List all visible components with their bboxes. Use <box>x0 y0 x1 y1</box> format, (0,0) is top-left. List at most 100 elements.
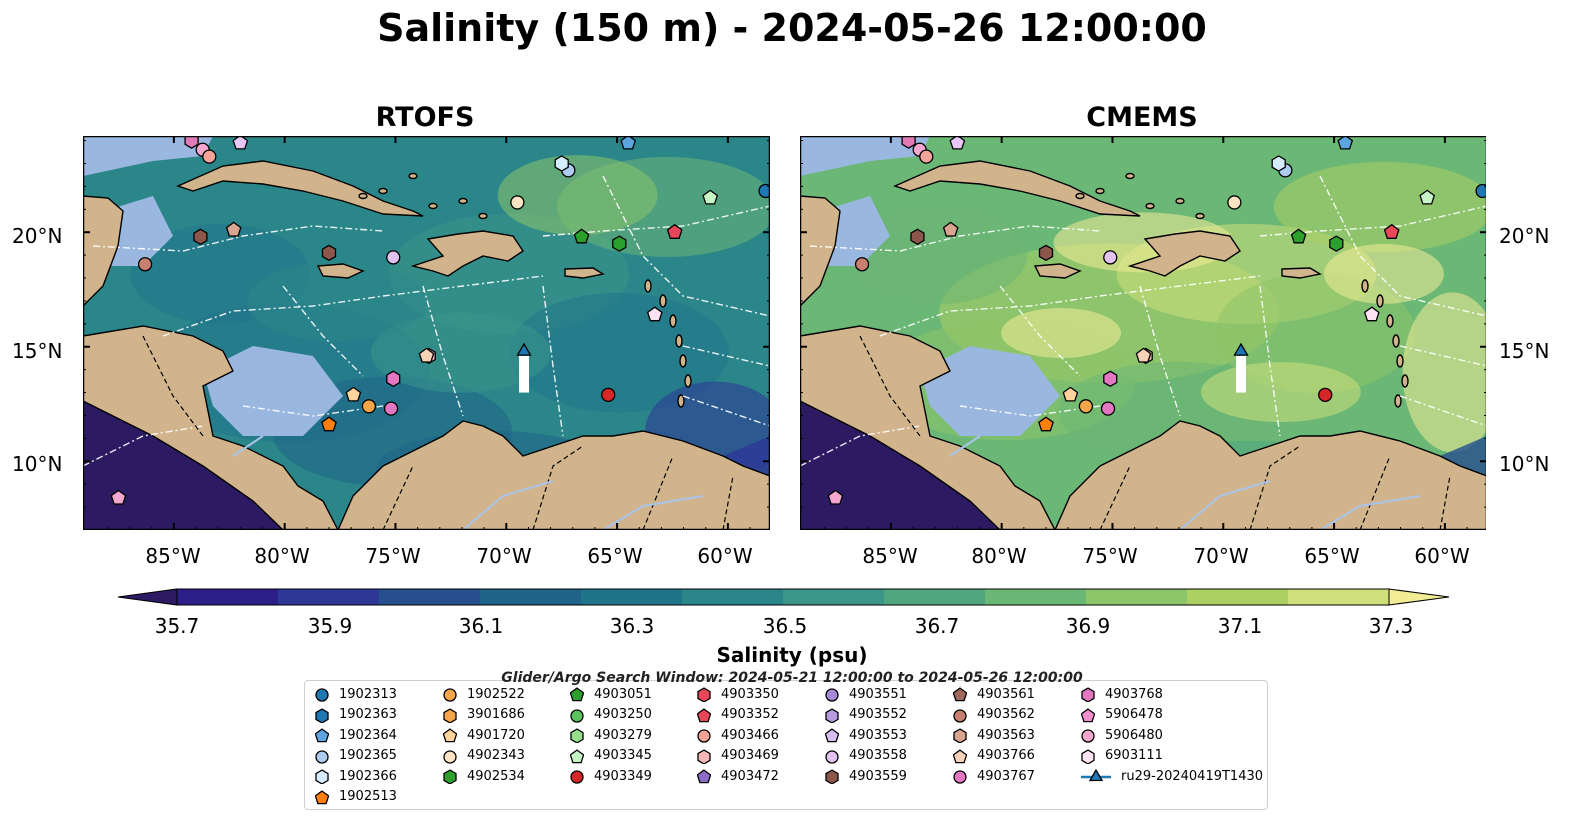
float-marker-4903767 <box>383 401 399 416</box>
legend-item-4903559: 4903559 <box>825 767 907 785</box>
colorbar-tick: 36.1 <box>458 614 504 638</box>
float-marker-4903559 <box>321 244 337 262</box>
country-border <box>142 335 204 437</box>
ytick-right-15n: 15°N <box>1499 339 1550 363</box>
eez-boundary <box>1259 285 1281 437</box>
xtick-left-80w: 80°W <box>254 544 310 568</box>
colorbar-segment <box>682 589 784 605</box>
field-patch <box>1001 308 1122 358</box>
legend-item-4902343: 4902343 <box>443 747 525 765</box>
float-marker-1902366 <box>1271 155 1286 172</box>
antilles-island <box>1376 294 1384 308</box>
country-border <box>1099 465 1131 530</box>
colorbar-segment <box>480 589 582 605</box>
legend-item-4903349: 4903349 <box>570 767 652 785</box>
legend-symbol <box>697 707 711 722</box>
legend-marker-1902365 <box>315 749 329 764</box>
bahamas-island <box>408 172 418 180</box>
legend-label: 4903349 <box>594 768 652 784</box>
legend-symbol <box>825 728 839 743</box>
field-patch <box>370 312 551 393</box>
legend-item-4903352: 4903352 <box>697 706 779 724</box>
legend-label: 4903563 <box>977 727 1035 743</box>
yucatan-land <box>800 195 841 307</box>
legend-symbol <box>570 748 584 763</box>
legend-symbol <box>953 748 967 763</box>
legend-item-1902313: 1902313 <box>315 685 397 703</box>
float-marker-4903767 <box>1100 401 1116 416</box>
float-marker-1902313 <box>1475 183 1486 199</box>
legend-label: 1902522 <box>467 686 525 702</box>
legend-label: 4903552 <box>849 707 907 722</box>
eez-boundary <box>83 425 204 467</box>
legend-item-4903469: 4903469 <box>697 747 779 765</box>
bahamas-island <box>1195 212 1205 220</box>
legend-marker-4903551 <box>825 688 839 702</box>
country-border <box>859 335 921 437</box>
field-patch <box>847 204 1028 305</box>
hispaniola-land <box>410 230 524 277</box>
float-marker-4903768 <box>386 370 401 388</box>
legend-item-4902534: 4902534 <box>443 767 525 785</box>
legend-item-4903552: 4903552 <box>825 706 907 724</box>
legend-label: 4903345 <box>594 748 652 763</box>
nicaragua-shelf <box>203 346 343 436</box>
legend-label: 4902534 <box>467 768 525 784</box>
legend-label: 4903768 <box>1105 686 1163 702</box>
ytick-right-10n: 10°N <box>1499 452 1550 476</box>
legend-marker-4903250 <box>570 708 584 723</box>
float-marker-4903562 <box>854 257 870 272</box>
float-marker-4903563 <box>225 221 242 237</box>
legend-marker-1902313 <box>315 688 329 702</box>
legend-marker-4903352 <box>697 707 711 722</box>
legend-label: 3901686 <box>467 707 525 722</box>
river <box>949 435 981 457</box>
legend-label: 4903250 <box>594 707 652 722</box>
legend-marker-3901686 <box>443 707 457 723</box>
legend-marker-4901720 <box>443 728 457 743</box>
legend-label: 6903111 <box>1105 748 1163 763</box>
river <box>1179 480 1271 530</box>
country-border <box>382 465 414 530</box>
legend-symbol <box>697 769 711 784</box>
eez-boundary <box>809 225 1101 252</box>
colorbar-segment <box>985 589 1087 605</box>
legend-symbol <box>570 728 584 743</box>
field-patch <box>1402 292 1486 453</box>
antilles-island <box>644 279 652 293</box>
antilles-island <box>1401 374 1409 388</box>
float-marker-4903562 <box>137 257 153 272</box>
colorbar-tick: 36.3 <box>609 614 655 638</box>
colorbar-label: Salinity (psu) <box>716 643 868 667</box>
river <box>462 480 554 530</box>
legend-symbol <box>443 769 457 784</box>
eez-boundary <box>542 205 770 237</box>
legend-item-1902522: 1902522 <box>443 685 525 703</box>
legend-item-1902363: 1902363 <box>315 706 397 724</box>
legend-item-4903051: 4903051 <box>570 685 652 703</box>
float-marker-4903352 <box>1383 223 1400 239</box>
legend-symbol <box>953 687 967 702</box>
legend-symbol <box>570 687 584 702</box>
legend-label: 4903562 <box>977 707 1035 722</box>
puerto-rico-land <box>564 267 605 279</box>
puerto-rico-land <box>1281 267 1322 279</box>
colorbar-tick: 36.7 <box>914 614 960 638</box>
float-marker-4903563 <box>942 221 959 237</box>
legend-symbol <box>697 748 711 764</box>
legend-marker-4903559 <box>825 769 839 784</box>
antilles-island <box>659 294 667 308</box>
eez-boundary <box>92 225 384 252</box>
legend-item-4903466: 4903466 <box>697 726 779 744</box>
legend-symbol <box>315 769 329 784</box>
legend-symbol <box>953 728 967 743</box>
cuba-land <box>893 160 1141 217</box>
hispaniola-land <box>1127 230 1241 277</box>
colorbar-tick: 36.5 <box>762 614 808 638</box>
ytick-left-10n: 10°N <box>12 452 63 476</box>
antilles-island <box>669 314 677 328</box>
river <box>602 495 704 530</box>
legend-symbol <box>697 729 711 743</box>
float-marker-4902343 <box>510 195 525 210</box>
float-marker-ru29-20240419T1430 <box>1233 342 1249 356</box>
